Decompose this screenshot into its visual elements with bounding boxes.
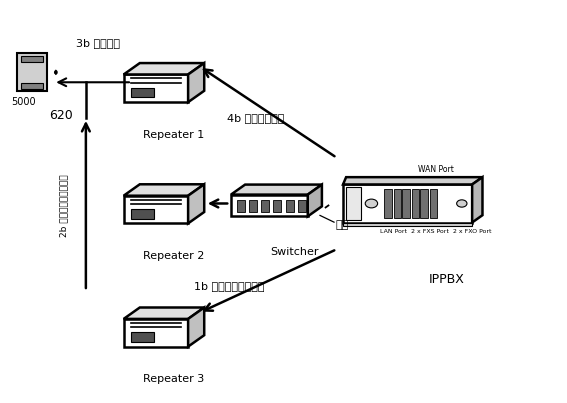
Polygon shape xyxy=(308,185,322,216)
Polygon shape xyxy=(130,332,154,342)
Circle shape xyxy=(456,200,467,207)
Polygon shape xyxy=(188,63,204,102)
Text: WAN Port: WAN Port xyxy=(418,165,454,174)
Text: 3b 电话呼叫: 3b 电话呼叫 xyxy=(76,37,120,48)
Polygon shape xyxy=(298,200,306,212)
Polygon shape xyxy=(346,187,361,220)
Polygon shape xyxy=(343,177,483,185)
Polygon shape xyxy=(124,184,204,196)
Polygon shape xyxy=(430,189,437,218)
Polygon shape xyxy=(130,209,154,218)
Polygon shape xyxy=(188,307,204,347)
Polygon shape xyxy=(21,83,43,89)
Polygon shape xyxy=(403,189,409,218)
Polygon shape xyxy=(231,195,308,216)
Text: Switcher: Switcher xyxy=(270,247,319,257)
Polygon shape xyxy=(472,177,483,222)
Circle shape xyxy=(365,199,378,208)
Polygon shape xyxy=(286,200,294,212)
Polygon shape xyxy=(17,53,47,91)
Polygon shape xyxy=(261,200,269,212)
Text: 网线: 网线 xyxy=(335,220,348,230)
Polygon shape xyxy=(188,184,204,223)
Polygon shape xyxy=(21,56,43,62)
Polygon shape xyxy=(421,189,428,218)
Polygon shape xyxy=(384,189,392,218)
Text: Repeater 2: Repeater 2 xyxy=(143,251,205,261)
Polygon shape xyxy=(124,319,188,347)
Text: IPPBX: IPPBX xyxy=(429,273,464,286)
Polygon shape xyxy=(124,307,204,319)
Polygon shape xyxy=(124,75,188,102)
Polygon shape xyxy=(130,87,154,97)
Polygon shape xyxy=(343,222,472,226)
Polygon shape xyxy=(412,189,419,218)
Polygon shape xyxy=(237,200,245,212)
Text: 2b 通话交換机中转功能: 2b 通话交換机中转功能 xyxy=(59,174,68,237)
Polygon shape xyxy=(273,200,281,212)
Text: 1b 接收电话呼叫请求: 1b 接收电话呼叫请求 xyxy=(194,281,264,291)
Text: Repeater 3: Repeater 3 xyxy=(143,374,205,384)
Polygon shape xyxy=(249,200,257,212)
Text: 620: 620 xyxy=(49,109,73,122)
Polygon shape xyxy=(124,63,204,75)
Polygon shape xyxy=(343,185,472,222)
Polygon shape xyxy=(393,189,401,218)
Polygon shape xyxy=(124,196,188,223)
Text: Repeater 1: Repeater 1 xyxy=(143,130,205,140)
Text: 5000: 5000 xyxy=(11,97,36,107)
Text: LAN Port  2 x FXS Port  2 x FXO Port: LAN Port 2 x FXS Port 2 x FXO Port xyxy=(380,229,492,234)
Text: 4b 语音数据发送: 4b 语音数据发送 xyxy=(227,113,285,123)
Polygon shape xyxy=(231,185,322,195)
